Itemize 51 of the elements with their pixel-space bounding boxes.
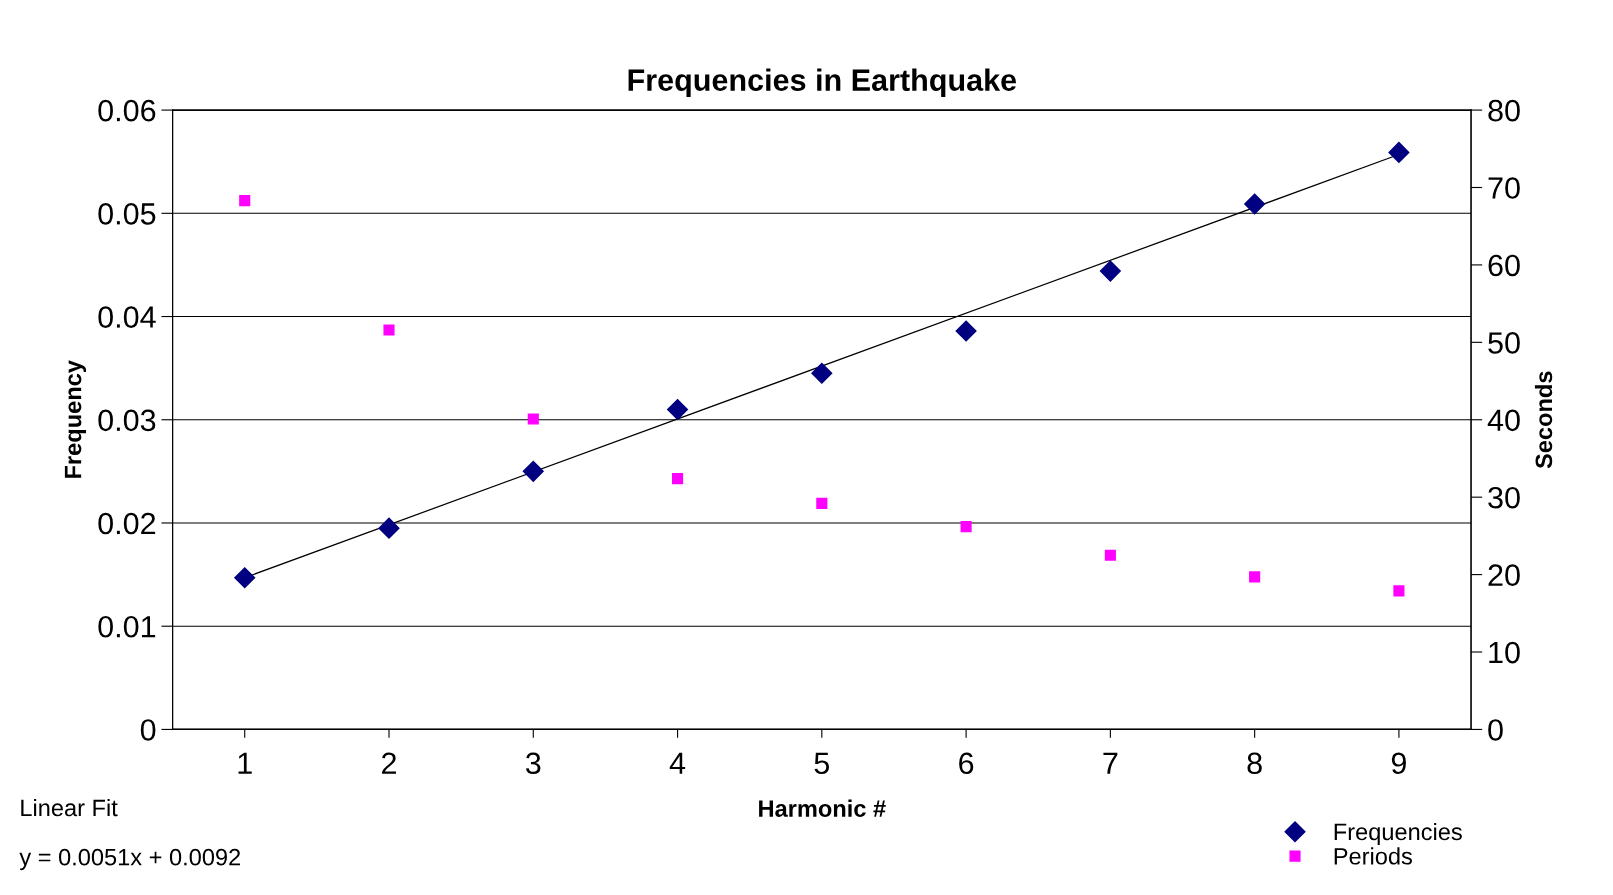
x-tick-label: 1 — [238, 752, 252, 774]
point — [667, 398, 689, 420]
chart-title: Frequencies in Earthquake — [628, 68, 1017, 97]
y2-tick-label: 10 — [1489, 641, 1520, 664]
point — [1388, 141, 1410, 163]
y-tick-label: 0.01 — [98, 615, 156, 638]
x-tick-label: 8 — [1247, 752, 1262, 775]
x-axis-title: Harmonic # — [759, 799, 886, 817]
y-tick-label: 0.05 — [98, 203, 156, 225]
point — [1244, 193, 1266, 215]
point — [960, 521, 972, 533]
y2-tick-label: 40 — [1487, 409, 1520, 432]
x-tick-label: 3 — [525, 752, 541, 775]
point — [239, 195, 251, 207]
y2-tick-label: 60 — [1488, 254, 1520, 277]
legend-label: Periods — [1334, 847, 1412, 865]
point — [671, 473, 684, 485]
point — [816, 497, 828, 509]
y2-tick-label: 50 — [1488, 332, 1520, 354]
text: Linear Fit — [21, 798, 118, 817]
x-tick-label: 4 — [669, 752, 686, 774]
point — [378, 517, 400, 539]
point — [1393, 585, 1405, 597]
point — [383, 324, 395, 336]
y-tick-label: 0.03 — [98, 409, 156, 432]
point — [234, 567, 256, 589]
y2-tick-label: 70 — [1488, 177, 1520, 199]
y2-axis-title: Seconds — [1534, 371, 1553, 469]
y2-tick-label: 30 — [1488, 486, 1520, 509]
point — [527, 413, 539, 425]
point — [811, 362, 833, 384]
y-tick-label: 0.02 — [98, 512, 156, 535]
point — [522, 460, 544, 482]
point — [1099, 260, 1121, 282]
point — [1249, 571, 1261, 583]
y2-tick-label: 20 — [1488, 564, 1520, 586]
x-tick-label: 5 — [814, 752, 830, 775]
x-tick-label: 7 — [1103, 752, 1118, 774]
point — [1104, 549, 1116, 561]
y-axis-title: Frequency — [64, 360, 87, 478]
text: y = 0.0051x + 0.0092 — [19, 848, 241, 871]
point — [955, 320, 977, 342]
y2-tick-label: 80 — [1488, 99, 1520, 122]
y-tick-label: 0.04 — [98, 306, 156, 328]
legend-label: Frequencies — [1334, 822, 1462, 845]
x-tick-label: 6 — [959, 752, 974, 775]
y-tick-label: 0 — [140, 719, 156, 741]
x-tick-label: 9 — [1391, 752, 1406, 775]
y-tick-label: 0.06 — [98, 99, 156, 122]
y2-tick-label: 0 — [1488, 719, 1503, 741]
x-tick-label: 2 — [382, 752, 396, 774]
